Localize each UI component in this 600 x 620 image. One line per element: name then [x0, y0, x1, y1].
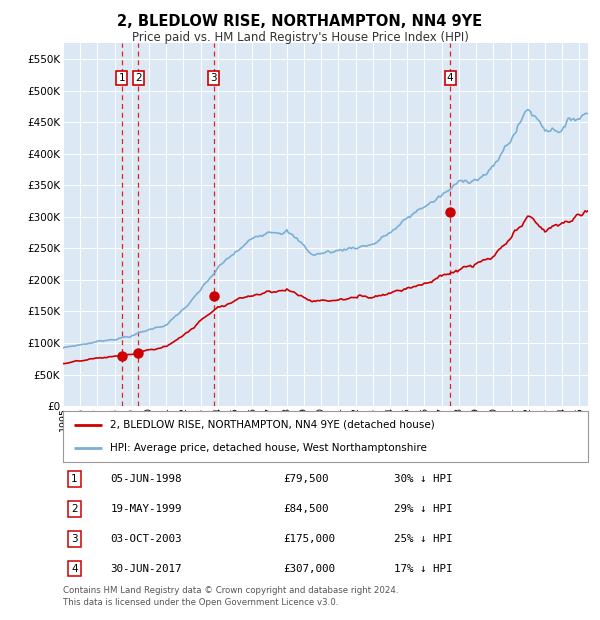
Text: 03-OCT-2003: 03-OCT-2003: [110, 534, 182, 544]
Text: 2: 2: [71, 504, 78, 514]
Text: 2, BLEDLOW RISE, NORTHAMPTON, NN4 9YE: 2, BLEDLOW RISE, NORTHAMPTON, NN4 9YE: [118, 14, 482, 29]
Text: £307,000: £307,000: [284, 564, 335, 574]
Text: £79,500: £79,500: [284, 474, 329, 484]
Text: Contains HM Land Registry data © Crown copyright and database right 2024.
This d: Contains HM Land Registry data © Crown c…: [63, 586, 398, 608]
Text: 29% ↓ HPI: 29% ↓ HPI: [394, 504, 452, 514]
Text: Price paid vs. HM Land Registry's House Price Index (HPI): Price paid vs. HM Land Registry's House …: [131, 31, 469, 43]
Text: 30-JUN-2017: 30-JUN-2017: [110, 564, 182, 574]
Text: 1: 1: [71, 474, 78, 484]
Text: 4: 4: [447, 73, 454, 83]
Text: 25% ↓ HPI: 25% ↓ HPI: [394, 534, 452, 544]
Text: 17% ↓ HPI: 17% ↓ HPI: [394, 564, 452, 574]
Text: 05-JUN-1998: 05-JUN-1998: [110, 474, 182, 484]
Text: 1: 1: [119, 73, 125, 83]
Text: 4: 4: [71, 564, 78, 574]
Text: £84,500: £84,500: [284, 504, 329, 514]
Text: 19-MAY-1999: 19-MAY-1999: [110, 504, 182, 514]
FancyBboxPatch shape: [63, 411, 588, 462]
Text: 3: 3: [71, 534, 78, 544]
Text: HPI: Average price, detached house, West Northamptonshire: HPI: Average price, detached house, West…: [110, 443, 427, 453]
Text: £175,000: £175,000: [284, 534, 335, 544]
Text: 30% ↓ HPI: 30% ↓ HPI: [394, 474, 452, 484]
Text: 2: 2: [135, 73, 142, 83]
Text: 2, BLEDLOW RISE, NORTHAMPTON, NN4 9YE (detached house): 2, BLEDLOW RISE, NORTHAMPTON, NN4 9YE (d…: [110, 420, 435, 430]
Text: 3: 3: [211, 73, 217, 83]
